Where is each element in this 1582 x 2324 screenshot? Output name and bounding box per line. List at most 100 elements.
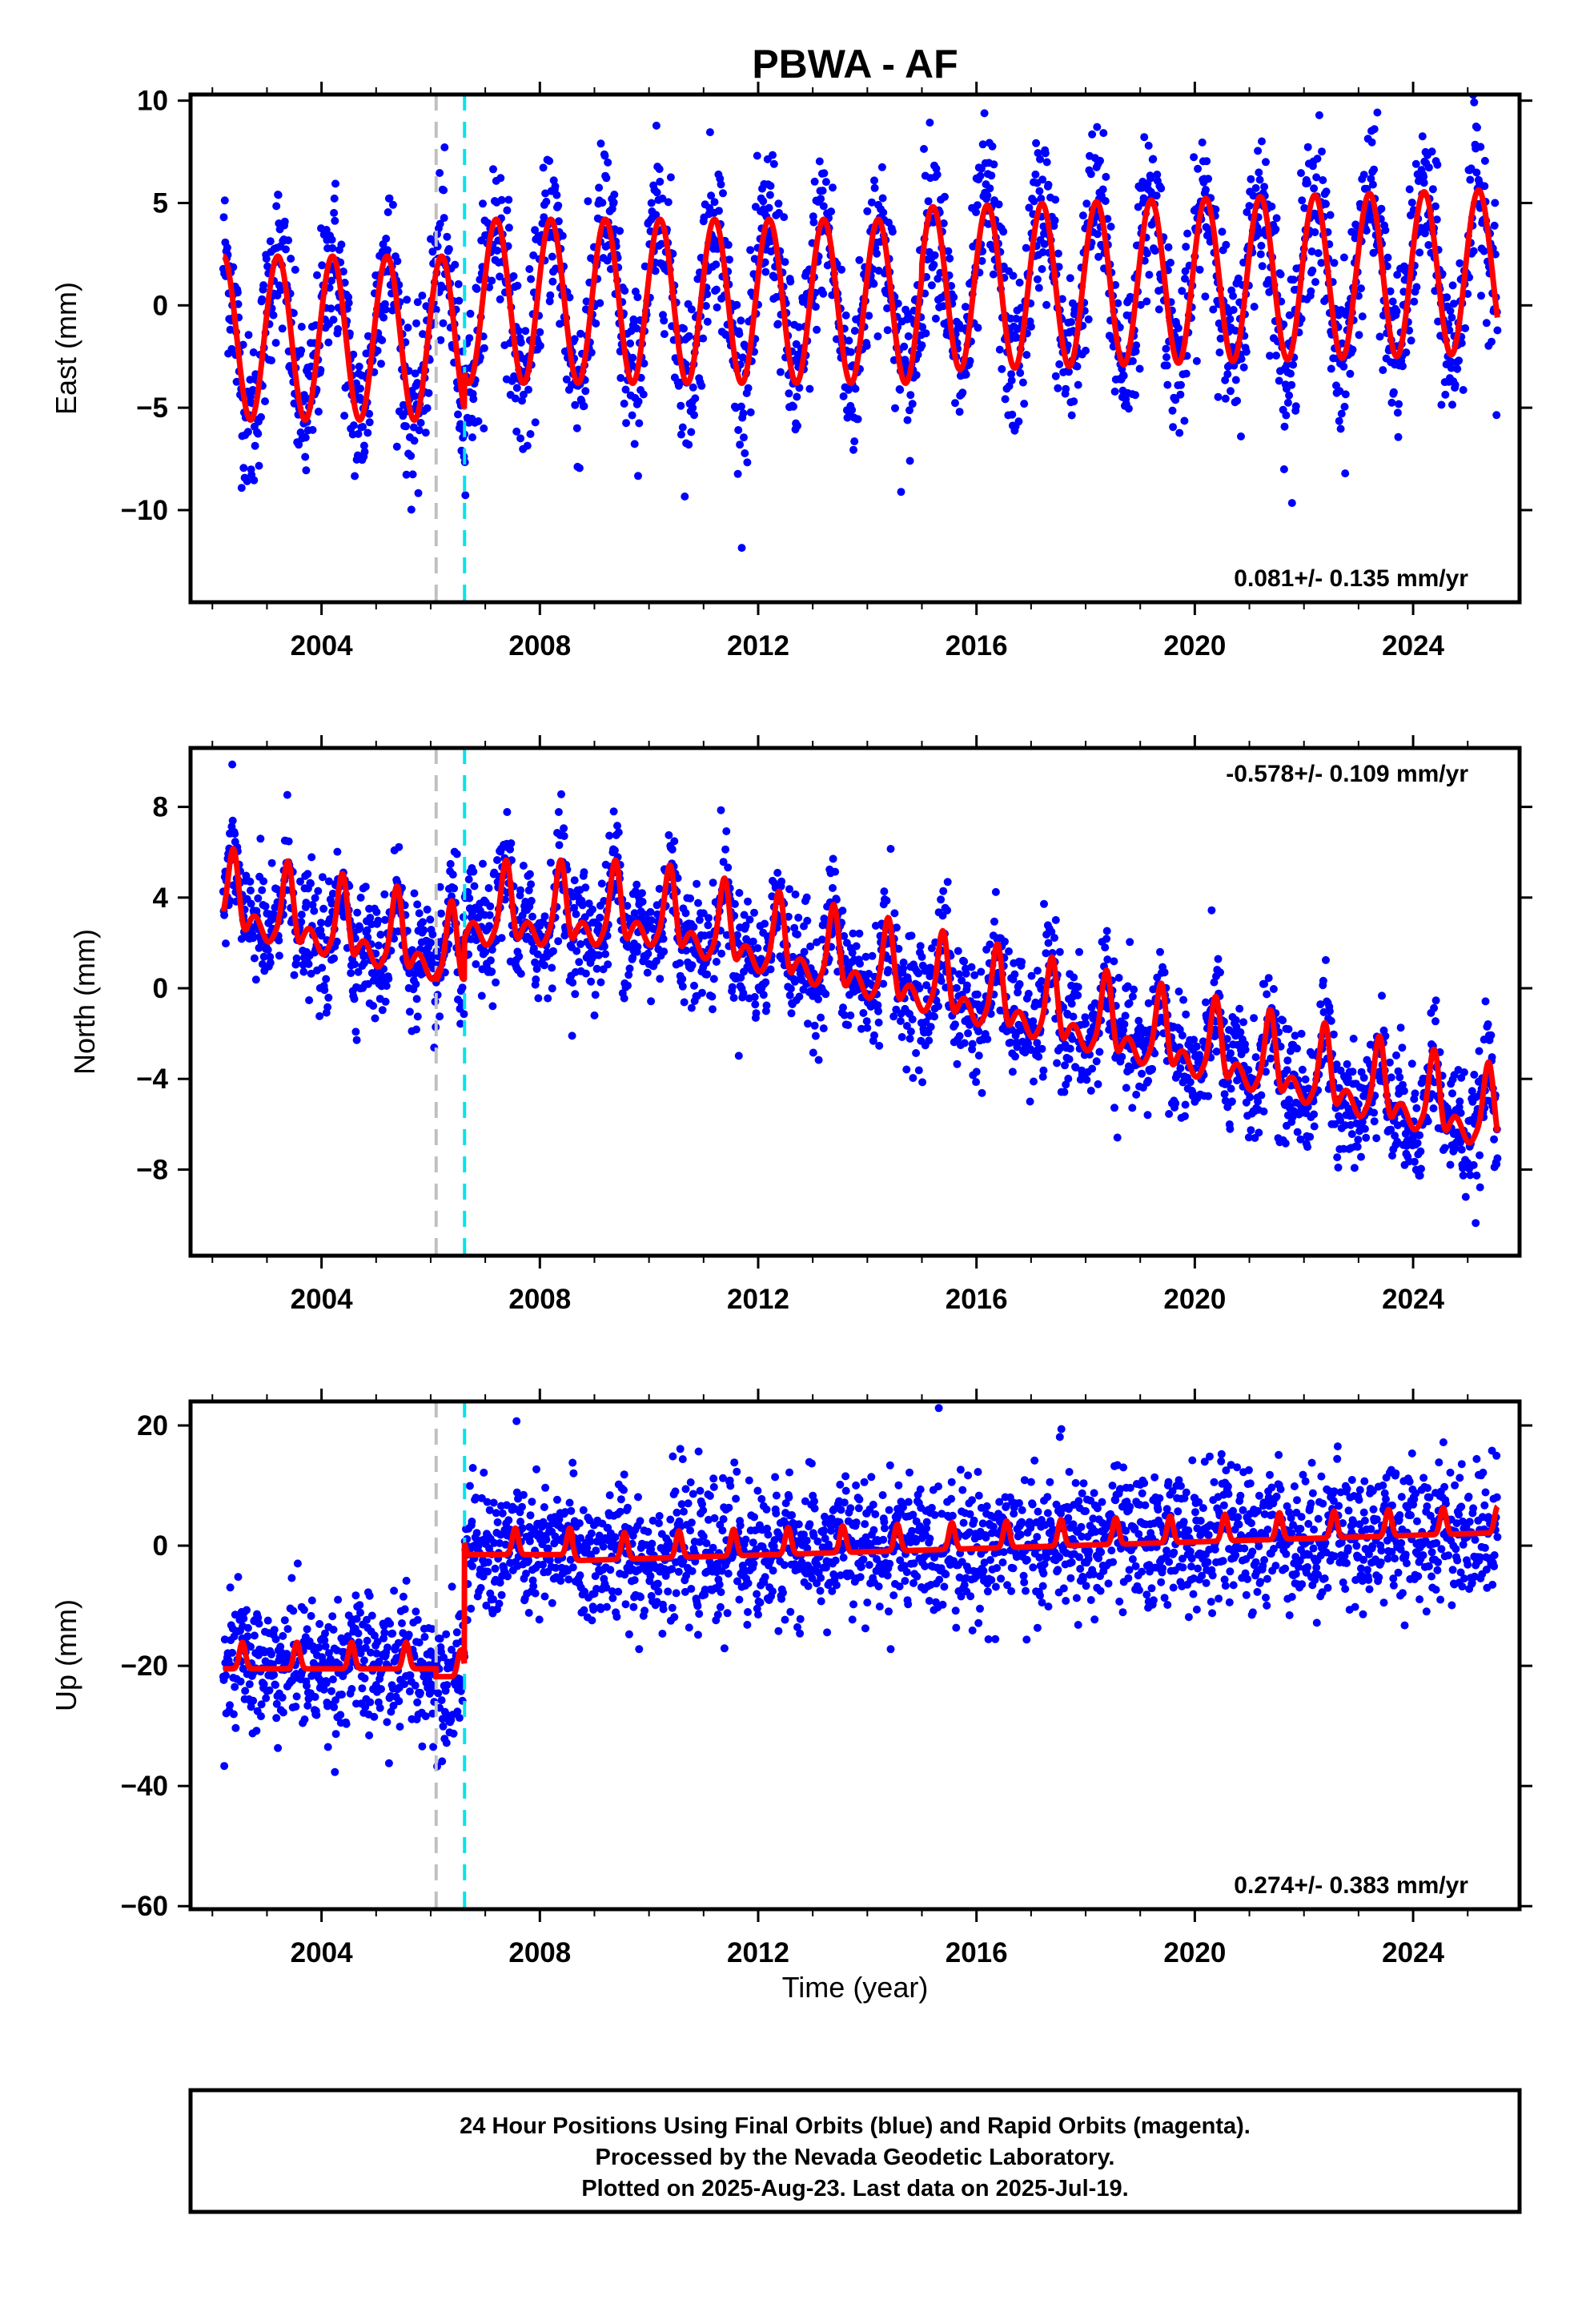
data-point [365,418,374,427]
data-point [527,896,536,905]
data-point [914,1066,923,1075]
data-point [222,939,230,948]
data-point [1026,1097,1034,1106]
data-point [424,388,433,397]
data-point [1448,400,1456,409]
data-point [740,433,748,442]
data-point [1490,221,1499,230]
data-point [381,305,390,314]
data-point [223,243,231,252]
data-point [852,942,861,951]
data-point [1121,1011,1130,1020]
data-point [1114,974,1123,982]
data-point [1263,990,1271,999]
data-point [1207,906,1216,915]
data-point [804,1019,812,1028]
data-point [1337,409,1346,418]
data-point [493,246,501,255]
data-point [1284,1025,1293,1034]
data-point [1443,293,1452,302]
data-point [1126,938,1134,947]
data-point [972,208,981,216]
data-point [249,934,258,943]
data-point [1472,168,1481,177]
data-point [1480,247,1488,255]
data-point [322,226,331,234]
data-point [1142,249,1151,258]
data-point [620,994,628,1003]
data-point [972,1078,981,1087]
data-point [1065,1055,1074,1063]
data-point [917,341,926,350]
data-point [870,1031,878,1039]
data-point [937,895,946,904]
data-point [278,324,287,333]
data-point [995,345,1004,354]
data-point [916,942,925,951]
data-point [302,466,311,475]
data-point [925,1036,934,1045]
data-point [540,912,549,921]
data-point [349,421,358,430]
data-point [247,887,255,895]
data-point [1039,1066,1048,1075]
data-point [986,940,994,949]
data-point [1150,247,1159,255]
data-point [762,1001,771,1010]
data-point [1227,1084,1235,1093]
data-point [484,884,493,892]
data-point [955,408,964,416]
data-point [548,963,556,972]
data-point [1036,155,1044,163]
velocity-rate-label: 0.081+/- 0.135 mm/yr [1234,565,1468,592]
data-point [311,894,319,903]
data-point [991,887,1000,896]
data-point [665,830,673,839]
data-point [616,374,625,382]
data-point [1235,1004,1244,1013]
data-point [554,201,563,210]
data-point [1231,376,1240,384]
data-point [1318,147,1326,156]
data-point [416,419,425,427]
data-point [927,281,936,290]
data-point [297,323,306,331]
data-point [765,203,773,212]
chart-title: PBWA - AF [752,42,958,86]
x-tick-label: 2004 [291,630,353,661]
data-point [1162,353,1170,361]
data-point [999,227,1008,236]
data-point [744,384,753,392]
data-point [351,472,359,480]
data-point [349,350,358,359]
data-point [337,240,346,249]
data-point [580,402,588,411]
data-point [1181,1100,1190,1109]
data-point [1178,1031,1186,1039]
data-point [773,320,782,328]
data-point [1339,362,1348,371]
data-point [474,417,483,425]
data-point [1124,404,1133,413]
data-point [388,200,397,209]
data-point [540,213,548,222]
data-point [228,816,237,825]
data-point [539,163,548,172]
data-point [978,1088,986,1097]
data-point [344,293,353,301]
data-point [597,879,606,888]
data-point [418,292,427,300]
data-point [656,975,665,983]
data-point [1346,369,1355,378]
data-point [1258,262,1267,271]
data-point [540,961,548,970]
data-point [1455,356,1464,365]
data-point [809,1048,817,1057]
data-point [1171,1099,1180,1108]
data-point [1329,1030,1338,1039]
data-point [904,332,913,340]
data-point [1082,346,1090,355]
data-point [1330,259,1339,267]
data-point [733,469,742,478]
data-point [259,281,268,290]
